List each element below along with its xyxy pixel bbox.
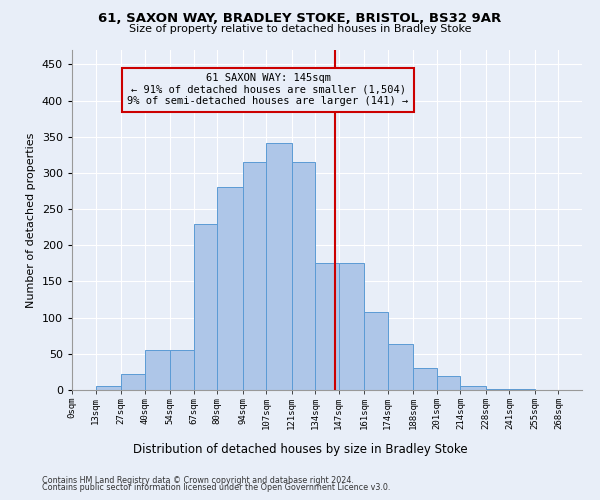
Bar <box>194 224 217 390</box>
Bar <box>315 264 339 390</box>
Bar <box>339 264 364 390</box>
Bar <box>242 162 266 390</box>
Text: 61 SAXON WAY: 145sqm
← 91% of detached houses are smaller (1,504)
9% of semi-det: 61 SAXON WAY: 145sqm ← 91% of detached h… <box>127 73 409 106</box>
Text: 61, SAXON WAY, BRADLEY STOKE, BRISTOL, BS32 9AR: 61, SAXON WAY, BRADLEY STOKE, BRISTOL, B… <box>98 12 502 26</box>
Bar <box>364 312 388 390</box>
Bar <box>413 368 437 390</box>
Bar <box>460 386 486 390</box>
Text: Contains HM Land Registry data © Crown copyright and database right 2024.: Contains HM Land Registry data © Crown c… <box>42 476 354 485</box>
Bar <box>170 350 194 390</box>
Bar <box>95 386 121 390</box>
Bar <box>145 350 170 390</box>
Text: Contains public sector information licensed under the Open Government Licence v3: Contains public sector information licen… <box>42 484 391 492</box>
Bar <box>121 374 145 390</box>
Bar <box>437 376 460 390</box>
Text: Distribution of detached houses by size in Bradley Stoke: Distribution of detached houses by size … <box>133 442 467 456</box>
Bar <box>266 142 292 390</box>
Bar <box>292 162 315 390</box>
Bar <box>217 188 242 390</box>
Bar <box>486 388 509 390</box>
Bar <box>388 344 413 390</box>
Y-axis label: Number of detached properties: Number of detached properties <box>26 132 36 308</box>
Text: Size of property relative to detached houses in Bradley Stoke: Size of property relative to detached ho… <box>129 24 471 34</box>
